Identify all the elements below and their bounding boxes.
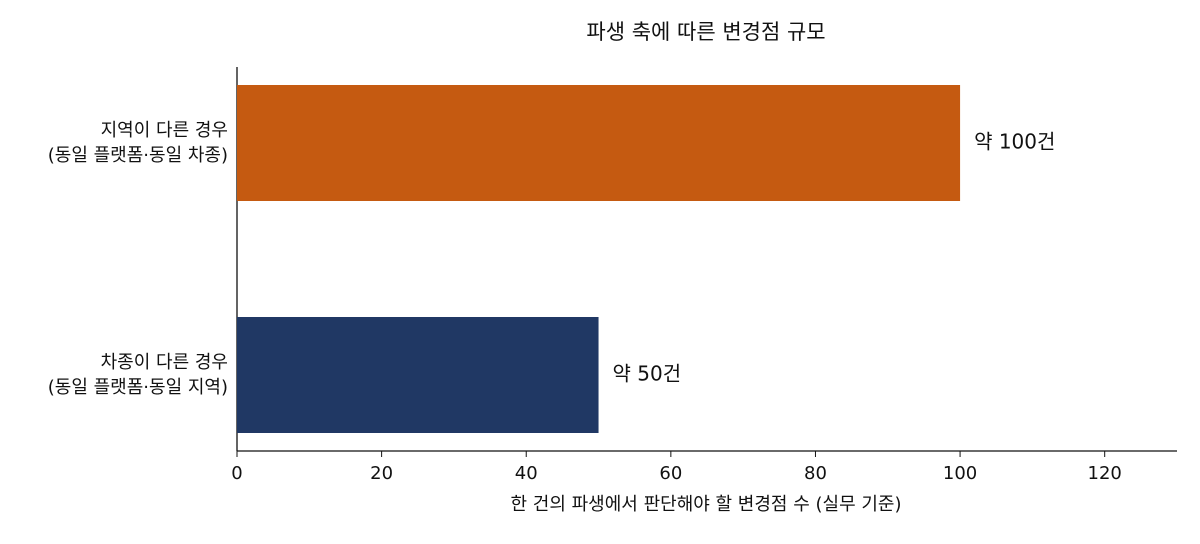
value-label: 약 100건 <box>974 130 1055 154</box>
bar <box>237 85 961 201</box>
x-tick-label: 20 <box>370 463 393 484</box>
x-tick-label: 120 <box>1088 463 1122 484</box>
y-tick-label: 차종이 다른 경우 (동일 플랫폼·동일 지역) <box>47 352 228 398</box>
x-tick-label: 100 <box>943 463 977 484</box>
y-tick-label: 지역이 다른 경우 (동일 플랫폼·동일 차종) <box>47 120 228 166</box>
x-tick-label: 0 <box>231 463 242 484</box>
x-axis-label: 한 건의 파생에서 판단해야 할 변경점 수 (실무 기준) <box>510 494 901 515</box>
value-label: 약 50건 <box>613 362 682 386</box>
x-tick-label: 60 <box>659 463 682 484</box>
chart-title: 파생 축에 따른 변경점 규모 <box>586 20 825 44</box>
x-tick-label: 40 <box>515 463 538 484</box>
x-tick-label: 80 <box>804 463 827 484</box>
bar <box>237 317 599 433</box>
